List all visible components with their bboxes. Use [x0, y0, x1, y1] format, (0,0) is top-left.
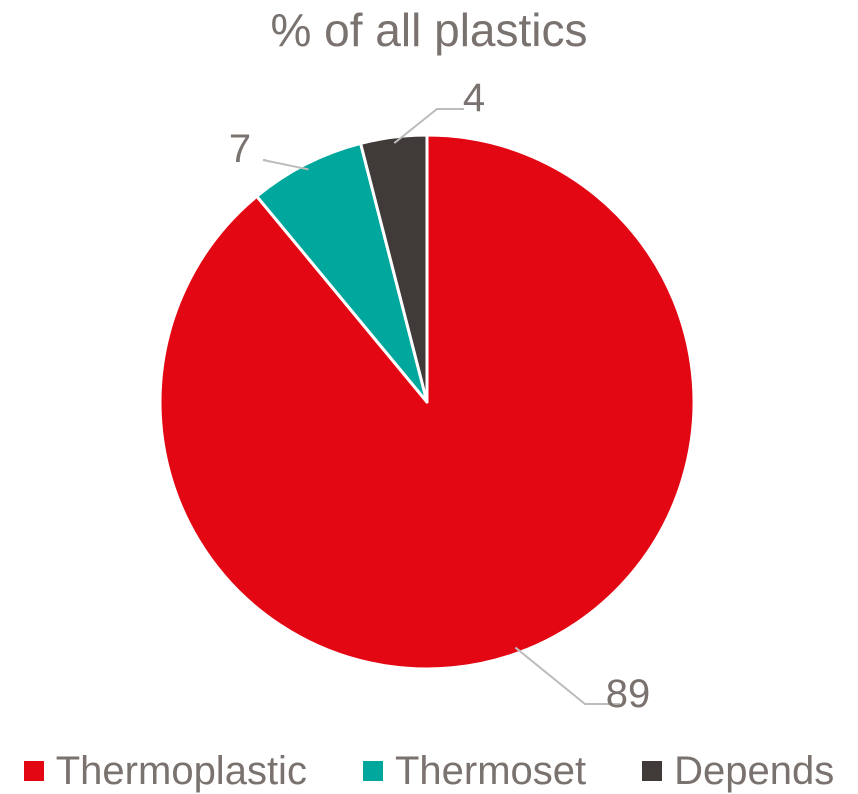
legend-label: Thermoplastic	[55, 748, 307, 793]
data-labels: 89 7 4	[229, 76, 650, 716]
data-label-thermoset: 7	[229, 127, 251, 171]
data-label-depends: 4	[463, 76, 485, 120]
chart-title: % of all plastics	[270, 4, 588, 56]
leader-line-thermoset	[262, 159, 309, 171]
legend-swatch	[23, 761, 44, 781]
data-label-thermoplastic: 89	[606, 672, 651, 716]
legend-label: Depends	[674, 748, 835, 793]
legend-item-thermoplastic: Thermoplastic	[23, 748, 307, 794]
leader-line-thermoplastic	[514, 646, 620, 705]
legend-item-depends: Depends	[642, 749, 834, 794]
legend-swatch	[362, 761, 383, 781]
legend: Thermoplastic Thermoset Depends	[0, 748, 858, 794]
leader-line-depends	[393, 108, 464, 144]
pie-slice-thermoset	[255, 141, 429, 404]
pie-slice-depends	[359, 133, 429, 404]
legend-label: Thermoset	[394, 748, 587, 793]
leader-lines	[262, 108, 620, 705]
legend-swatch	[642, 761, 663, 781]
pie-slices	[158, 133, 696, 671]
legend-item-thermoset: Thermoset	[362, 748, 587, 794]
